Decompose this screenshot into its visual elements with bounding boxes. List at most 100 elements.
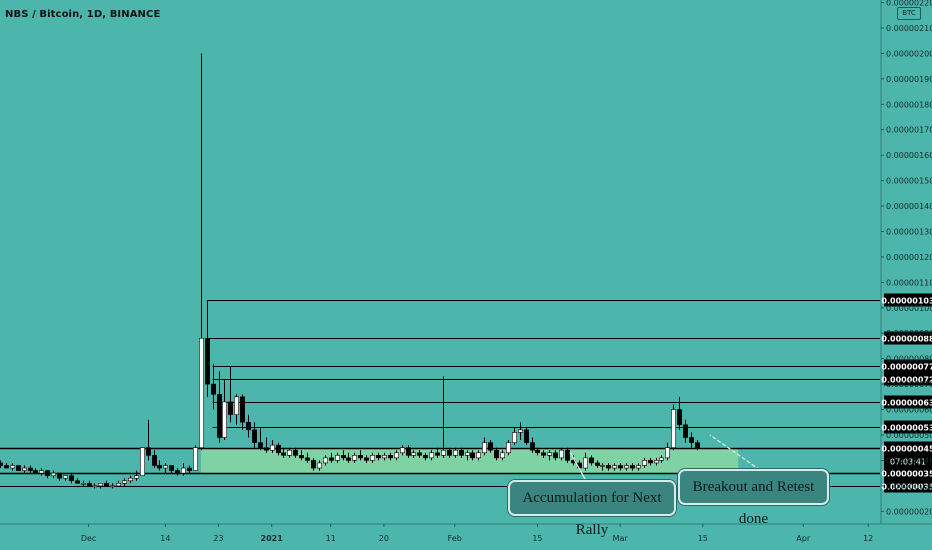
candle-body-48 bbox=[281, 452, 286, 456]
time-tick-label-5: 20 bbox=[379, 534, 389, 543]
candle-body-44 bbox=[258, 442, 263, 448]
candle-body-69 bbox=[406, 447, 411, 456]
candle-body-71 bbox=[417, 452, 422, 456]
candle-body-3 bbox=[16, 465, 21, 471]
candle-body-15 bbox=[87, 483, 92, 487]
annotation-pointer-accumulation bbox=[569, 451, 586, 480]
level-label-0: 0.00000103 bbox=[881, 297, 932, 306]
time-tick-label-0: Dec bbox=[81, 534, 96, 543]
candle-body-7 bbox=[39, 470, 44, 474]
candle-body-49 bbox=[287, 449, 292, 456]
candle-body-67 bbox=[394, 452, 399, 459]
candle-body-101 bbox=[595, 462, 600, 466]
price-tick-label-5: 0.00000170 bbox=[886, 126, 932, 135]
candle-body-68 bbox=[400, 447, 405, 454]
candle-body-76 bbox=[447, 449, 452, 456]
level-label-box-2 bbox=[884, 359, 932, 373]
candle-body-90 bbox=[530, 442, 535, 451]
candle-body-116 bbox=[683, 424, 688, 438]
level-label-box-0 bbox=[884, 293, 932, 307]
time-tick-label-1: 14 bbox=[160, 534, 170, 543]
candle-body-19 bbox=[110, 485, 115, 488]
candle-body-86 bbox=[506, 442, 511, 454]
candle-body-25 bbox=[146, 447, 151, 456]
candle-body-11 bbox=[63, 475, 68, 479]
level-label-box-4 bbox=[884, 395, 932, 409]
candle-body-94 bbox=[553, 452, 558, 459]
candle-body-27 bbox=[157, 465, 162, 469]
candle-body-54 bbox=[317, 462, 322, 469]
candle-body-47 bbox=[276, 444, 281, 454]
candle-body-1 bbox=[4, 465, 9, 469]
candle-body-105 bbox=[618, 465, 623, 469]
candle-body-31 bbox=[181, 467, 186, 474]
candle-body-65 bbox=[382, 455, 387, 459]
candle-body-5 bbox=[28, 467, 33, 471]
candle-body-12 bbox=[69, 475, 74, 482]
candle-body-61 bbox=[358, 455, 363, 459]
candle-body-8 bbox=[45, 470, 50, 476]
candle-body-35 bbox=[205, 338, 210, 385]
candle-body-81 bbox=[476, 452, 481, 459]
candle-body-100 bbox=[589, 457, 594, 464]
candle-body-23 bbox=[134, 475, 139, 479]
price-tick-label-9: 0.00000130 bbox=[886, 227, 932, 236]
candle-body-38 bbox=[222, 401, 227, 438]
candle-body-96 bbox=[565, 449, 570, 461]
price-tick-label-1: 0.00000210 bbox=[886, 24, 932, 33]
price-tick-label-7: 0.00000150 bbox=[886, 177, 932, 186]
countdown-label: 07:03:41 bbox=[890, 458, 926, 467]
candle-body-85 bbox=[500, 452, 505, 459]
time-tick-label-10: Apr bbox=[796, 534, 811, 543]
candle-body-10 bbox=[57, 472, 62, 479]
candle-body-36 bbox=[211, 383, 216, 395]
level-label-8: 0.00000035 bbox=[881, 483, 932, 492]
price-tick-label-11: 0.00000110 bbox=[886, 278, 932, 287]
candle-body-103 bbox=[606, 465, 611, 469]
price-tick-label-0: 0.00000220 bbox=[886, 0, 932, 8]
price-tick-label-15: 0.00000070 bbox=[886, 380, 932, 389]
candle-body-87 bbox=[512, 432, 517, 443]
chart-title: NBS / Bitcoin, 1D, BINANCE bbox=[5, 9, 161, 20]
candle-body-2 bbox=[10, 465, 15, 469]
price-tick-label-4: 0.00000180 bbox=[886, 100, 932, 109]
level-label-box-7 bbox=[884, 466, 932, 480]
price-tick-label-17: 0.00000050 bbox=[886, 431, 932, 440]
currency-badge[interactable]: BTC bbox=[897, 7, 921, 20]
candle-body-56 bbox=[329, 457, 334, 461]
candle-body-9 bbox=[51, 472, 56, 476]
candle-body-83 bbox=[488, 442, 493, 451]
candle-body-0 bbox=[0, 462, 3, 466]
candle-body-40 bbox=[234, 396, 239, 415]
price-tick-label-20: 0.00000020 bbox=[886, 507, 932, 516]
price-tick-label-2: 0.00000200 bbox=[886, 49, 932, 58]
level-label-6: 0.00000045 bbox=[881, 445, 932, 454]
candle-body-39 bbox=[228, 401, 233, 415]
annotation-accumulation: Accumulation for Next Rally bbox=[508, 480, 676, 538]
candle-body-73 bbox=[429, 452, 434, 459]
candle-body-88 bbox=[518, 429, 523, 433]
price-tick-label-8: 0.00000140 bbox=[886, 202, 932, 211]
candle-body-28 bbox=[163, 465, 168, 469]
candle-body-32 bbox=[187, 467, 192, 471]
candle-body-111 bbox=[654, 460, 659, 464]
candle-body-70 bbox=[411, 452, 416, 456]
candle-body-99 bbox=[583, 457, 588, 469]
candle-body-79 bbox=[465, 452, 470, 456]
candle-body-66 bbox=[388, 455, 393, 459]
candle-body-4 bbox=[22, 467, 27, 471]
candle-body-55 bbox=[323, 457, 328, 464]
level-label-4: 0.00000063 bbox=[881, 399, 932, 408]
time-tick-label-2: 23 bbox=[213, 534, 223, 543]
annotation-breakout: Breakout and Retest done bbox=[678, 469, 829, 527]
candle-body-89 bbox=[524, 429, 529, 443]
candle-body-52 bbox=[305, 457, 310, 461]
candle-body-37 bbox=[217, 393, 222, 438]
candle-body-82 bbox=[482, 442, 487, 454]
candle-body-16 bbox=[92, 485, 97, 488]
candle-body-91 bbox=[535, 449, 540, 454]
level-label-box-6 bbox=[884, 441, 932, 455]
level-label-7: 0.00000035 bbox=[881, 470, 932, 479]
candle-body-80 bbox=[470, 452, 475, 459]
